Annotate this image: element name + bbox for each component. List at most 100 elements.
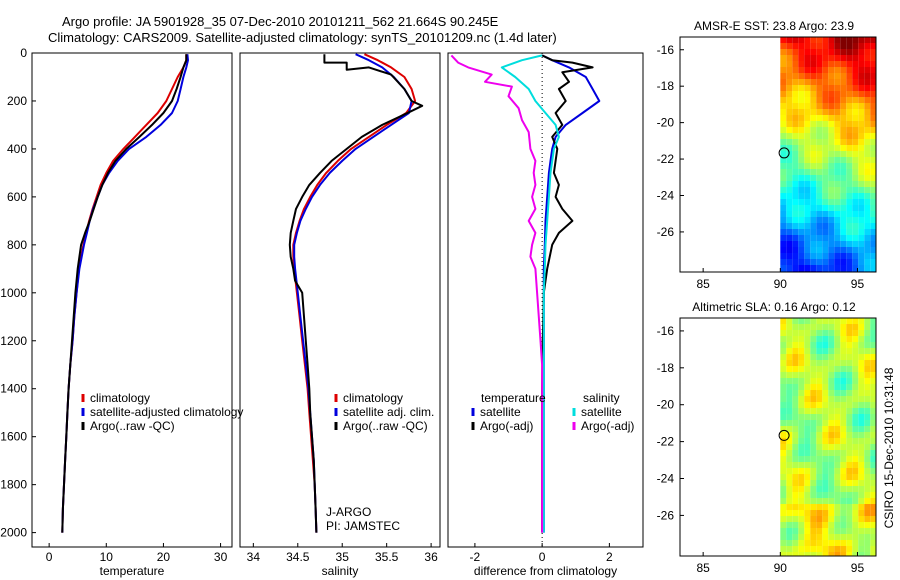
sla_map-heat-cell bbox=[822, 438, 829, 444]
sla_map-heat-cell bbox=[846, 462, 853, 468]
sst_map-heat-cell bbox=[858, 55, 865, 61]
sst_map-heat-cell bbox=[834, 145, 841, 151]
sst_map-heat-cell bbox=[858, 103, 865, 109]
sla_map-heat-cell bbox=[846, 372, 853, 378]
sla_map-heat-cell bbox=[864, 480, 871, 486]
sst_map-heat-cell bbox=[870, 193, 876, 199]
sla_map-heat-cell bbox=[828, 534, 835, 540]
sst_map-heat-cell bbox=[804, 85, 811, 91]
sst_map-heat-cell bbox=[864, 223, 871, 229]
sla_map-heat-cell bbox=[828, 330, 835, 336]
salinity-xtick-label: 36 bbox=[424, 550, 438, 564]
sla_map-heat-cell bbox=[834, 342, 841, 348]
sla_map-heat-cell bbox=[870, 540, 876, 546]
sla_map-heat-cell bbox=[834, 456, 841, 462]
sst_map-heat-cell bbox=[792, 109, 799, 115]
sst_map-heat-cell bbox=[846, 205, 853, 211]
sla_map-heat-cell bbox=[852, 420, 859, 426]
sla_map-heat-cell bbox=[852, 414, 859, 420]
sst_map-heat-cell bbox=[798, 157, 805, 163]
sst_map-heat-cell bbox=[858, 121, 865, 127]
sla_map-heat-cell bbox=[834, 420, 841, 426]
sla_map-heat-cell bbox=[864, 426, 871, 432]
sla_map-heat-cell bbox=[828, 354, 835, 360]
temperature-legend-label: climatology bbox=[90, 391, 150, 405]
sst_map-heat-cell bbox=[822, 199, 829, 205]
sla_map-heat-cell bbox=[870, 498, 876, 504]
sla_map-heat-cell bbox=[786, 402, 793, 408]
sla_map-heat-cell bbox=[804, 420, 811, 426]
sst_map-heat-cell bbox=[786, 247, 793, 253]
sla_map-heat-cell bbox=[780, 504, 787, 510]
sla_map-heat-cell bbox=[840, 336, 847, 342]
sst_map-heat-cell bbox=[780, 199, 787, 205]
sla_map-heat-cell bbox=[792, 372, 799, 378]
sla_map-heat-cell bbox=[810, 504, 817, 510]
sla_map-heat-cell bbox=[804, 444, 811, 450]
sst_map-heat-cell bbox=[852, 145, 859, 151]
sla_map-heat-cell bbox=[846, 474, 853, 480]
sla_map-heat-cell bbox=[858, 342, 865, 348]
sla_map-heat-cell bbox=[870, 474, 876, 480]
sla_map-heat-cell bbox=[834, 372, 841, 378]
sla_map-heat-cell bbox=[810, 456, 817, 462]
sla_map-heat-cell bbox=[852, 402, 859, 408]
sst_map-heat-cell bbox=[810, 211, 817, 217]
sla_map-heat-cell bbox=[804, 522, 811, 528]
sst_map-heat-cell bbox=[828, 133, 835, 139]
sst_map-heat-cell bbox=[840, 187, 847, 193]
sla_map-heat-cell bbox=[792, 498, 799, 504]
sla_map-heat-cell bbox=[858, 408, 865, 414]
sst_map-heat-cell bbox=[780, 61, 787, 67]
sst_map-heat-cell bbox=[864, 265, 871, 271]
sst_map-heat-cell bbox=[822, 109, 829, 115]
sla_map-xtick-label: 85 bbox=[696, 561, 710, 575]
sst_map-heat-cell bbox=[846, 121, 853, 127]
sst_map-heat-cell bbox=[846, 103, 853, 109]
sla_map-heat-cell bbox=[840, 462, 847, 468]
sst_map-heat-cell bbox=[810, 73, 817, 79]
sla_map-heat-cell bbox=[816, 552, 823, 556]
sla_map-heat-cell bbox=[786, 522, 793, 528]
sla_map-heat-cell bbox=[780, 492, 787, 498]
sla_map-heat-cell bbox=[780, 438, 787, 444]
sla_map-heat-cell bbox=[804, 456, 811, 462]
sla_map-heat-cell bbox=[810, 474, 817, 480]
sla_map-heat-cell bbox=[798, 438, 805, 444]
sst_map-heat-cell bbox=[870, 157, 876, 163]
sst_map-heat-cell bbox=[858, 67, 865, 73]
sla_map-heat-cell bbox=[810, 336, 817, 342]
sla_map-heat-cell bbox=[798, 444, 805, 450]
sla_map-heat-cell bbox=[816, 516, 823, 522]
sst_map-heat-cell bbox=[786, 175, 793, 181]
sst_map-heat-cell bbox=[816, 169, 823, 175]
sla_map-heat-cell bbox=[786, 510, 793, 516]
sla_map-heat-cell bbox=[792, 366, 799, 372]
sst_map-heat-cell bbox=[804, 55, 811, 61]
sst_map-heat-cell bbox=[852, 169, 859, 175]
sla_map-heat-cell bbox=[792, 396, 799, 402]
sst_map-heat-cell bbox=[780, 253, 787, 259]
sst_map-heat-cell bbox=[786, 229, 793, 235]
sla_map-heat-cell bbox=[780, 402, 787, 408]
sst_map-heat-cell bbox=[816, 163, 823, 169]
sla_map-heat-cell bbox=[804, 360, 811, 366]
sst_map-heat-cell bbox=[804, 43, 811, 49]
sst_map-heat-cell bbox=[858, 193, 865, 199]
sst_map-heat-cell bbox=[804, 235, 811, 241]
sst_map-heat-cell bbox=[822, 241, 829, 247]
sst_map-heat-cell bbox=[822, 61, 829, 67]
sla_map-heat-cell bbox=[828, 444, 835, 450]
sst_map-heat-cell bbox=[780, 223, 787, 229]
sla_map-heat-cell bbox=[828, 480, 835, 486]
sst_map-heat-cell bbox=[822, 133, 829, 139]
sst_map-heat-cell bbox=[834, 61, 841, 67]
sst_map-heat-cell bbox=[870, 49, 876, 55]
sst_map-heat-cell bbox=[810, 247, 817, 253]
temperature-ytick-label: 1200 bbox=[0, 334, 27, 348]
sst_map-heat-cell bbox=[828, 199, 835, 205]
sst_map-heat-cell bbox=[792, 193, 799, 199]
sla_map-heat-cell bbox=[786, 354, 793, 360]
sst_map-heat-cell bbox=[864, 103, 871, 109]
sst_map-heat-cell bbox=[870, 103, 876, 109]
